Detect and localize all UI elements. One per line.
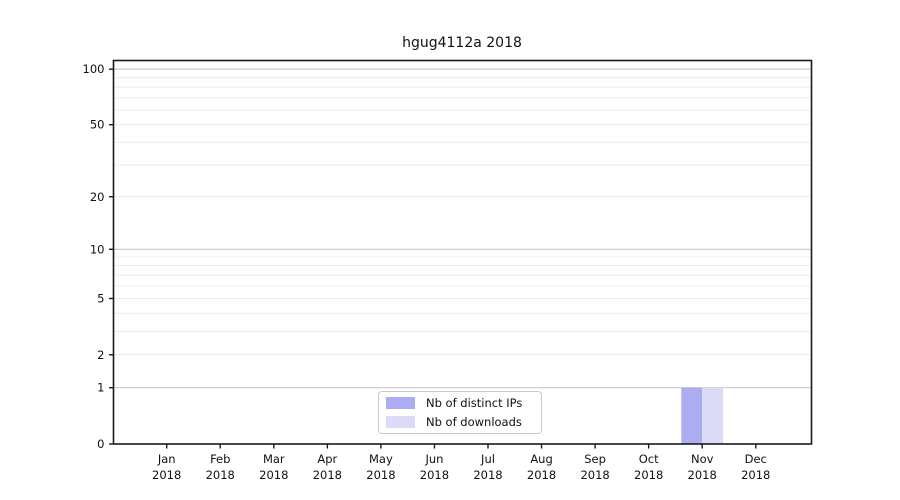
x-tick-label-month: Sep — [584, 452, 606, 466]
y-tick-label: 5 — [97, 291, 104, 305]
axes-frame — [112, 59, 813, 445]
y-tick-label: 1 — [97, 381, 104, 395]
legend-label-distinct-ips: Nb of distinct IPs — [426, 396, 523, 410]
y-tick-label: 10 — [90, 242, 105, 256]
x-tick-label-month: Aug — [530, 452, 552, 466]
x-tick-label-month: Dec — [745, 452, 767, 466]
y-tick-label: 2 — [97, 348, 104, 362]
x-tick-label-year: 2018 — [634, 468, 663, 482]
x-tick-label-year: 2018 — [313, 468, 342, 482]
bar-nov-series1 — [702, 387, 724, 444]
x-tick-label-year: 2018 — [473, 468, 502, 482]
x-tick-label-month: May — [369, 452, 393, 466]
x-tick-label-year: 2018 — [420, 468, 449, 482]
x-tick-label-year: 2018 — [366, 468, 395, 482]
y-tick-label: 50 — [90, 118, 105, 132]
x-tick-label-year: 2018 — [527, 468, 556, 482]
x-tick-label-year: 2018 — [688, 468, 717, 482]
chart-title: hgug4112a 2018 — [402, 35, 522, 51]
x-tick-label-year: 2018 — [580, 468, 609, 482]
x-tick-label-month: Feb — [210, 452, 230, 466]
x-tick-label-month: Jan — [157, 452, 176, 466]
legend-item-downloads: Nb of downloads — [386, 415, 541, 429]
x-tick-label-month: Mar — [263, 452, 285, 466]
legend: Nb of distinct IPs Nb of downloads — [378, 391, 542, 434]
legend-swatch-distinct-ips — [386, 397, 415, 409]
x-tick-label-month: Oct — [639, 452, 659, 466]
y-tick-label: 20 — [90, 190, 105, 204]
x-tick-label-month: Jun — [424, 452, 443, 466]
legend-label-downloads: Nb of downloads — [426, 415, 522, 429]
x-tick-label-year: 2018 — [259, 468, 288, 482]
y-tick-label: 0 — [97, 437, 104, 451]
x-tick-label-month: Apr — [317, 452, 337, 466]
legend-item-distinct-ips: Nb of distinct IPs — [386, 396, 541, 410]
x-tick-label-month: Jul — [480, 452, 495, 466]
bar-nov-series0 — [681, 387, 703, 444]
x-tick-label-year: 2018 — [741, 468, 770, 482]
x-tick-label-month: Nov — [691, 452, 714, 466]
x-tick-label-year: 2018 — [152, 468, 181, 482]
legend-swatch-downloads — [386, 416, 415, 428]
x-tick-label-year: 2018 — [206, 468, 235, 482]
y-tick-label: 100 — [83, 62, 105, 76]
